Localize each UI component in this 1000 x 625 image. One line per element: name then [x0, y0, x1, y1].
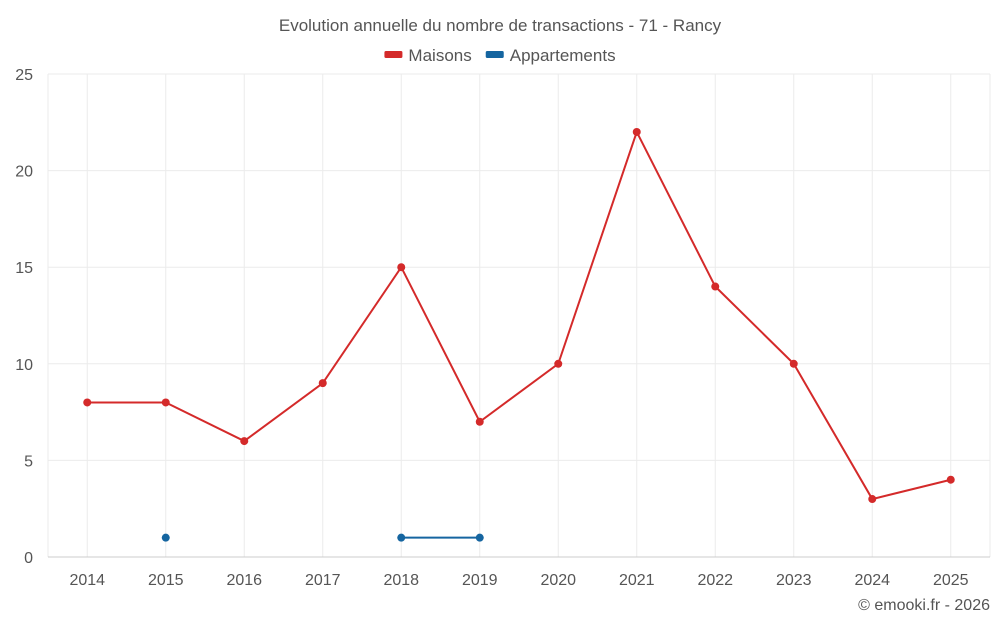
legend-label: Appartements: [510, 46, 616, 65]
y-tick-label: 20: [15, 164, 33, 181]
series-line-maisons: [87, 129, 951, 501]
data-point-maisons[interactable]: [632, 127, 641, 136]
data-point-maisons[interactable]: [711, 282, 720, 291]
x-tick-label: 2017: [305, 572, 341, 589]
legend: Maisons Appartements: [384, 46, 616, 65]
data-point-maisons[interactable]: [397, 263, 406, 272]
x-tick-label: 2022: [697, 572, 733, 589]
data-point-maisons[interactable]: [475, 417, 484, 426]
x-tick-label: 2016: [226, 572, 262, 589]
legend-swatch: [485, 51, 504, 58]
x-tick-label: 2019: [462, 572, 498, 589]
y-tick-label: 25: [15, 67, 33, 84]
x-tick-label: 2021: [619, 572, 655, 589]
credit: © emooki.fr - 2026: [858, 597, 990, 614]
data-point-maisons[interactable]: [83, 398, 92, 407]
y-tick-label: 15: [15, 260, 33, 277]
x-axis: 2014 2015 2016 2017 2018 2019 2020 2021 2022 2023…: [69, 572, 968, 589]
data-point-maisons[interactable]: [554, 359, 563, 368]
x-tick-label: 2025: [933, 572, 969, 589]
data-point-maisons[interactable]: [318, 379, 327, 388]
x-tick-label: 2024: [854, 572, 890, 589]
y-axis: 0 5 10 15 20 25: [15, 67, 33, 567]
grid: [47, 73, 991, 558]
legend-label: Maisons: [408, 46, 471, 65]
legend-item-maisons[interactable]: Maisons: [384, 46, 472, 65]
data-point-maisons[interactable]: [789, 359, 798, 368]
data-point-maisons[interactable]: [161, 398, 170, 407]
legend-swatch: [384, 51, 403, 58]
data-point-maisons[interactable]: [240, 437, 249, 446]
data-point-maisons[interactable]: [946, 475, 955, 484]
y-tick-label: 5: [24, 453, 33, 470]
plot-area: [83, 127, 955, 542]
x-tick-label: 2023: [776, 572, 812, 589]
x-tick-label: 2020: [540, 572, 576, 589]
x-tick-label: 2015: [148, 572, 184, 589]
y-tick-label: 0: [24, 550, 33, 567]
data-point-maisons[interactable]: [868, 495, 877, 504]
data-point-appartements[interactable]: [397, 533, 406, 542]
data-point-appartements[interactable]: [161, 533, 170, 542]
legend-item-appartements[interactable]: Appartements: [485, 46, 616, 65]
y-tick-label: 10: [15, 357, 33, 374]
data-point-appartements[interactable]: [475, 533, 484, 542]
x-tick-label: 2018: [383, 572, 419, 589]
x-tick-label: 2014: [69, 572, 105, 589]
chart-title: Evolution annuelle du nombre de transact…: [279, 16, 722, 35]
